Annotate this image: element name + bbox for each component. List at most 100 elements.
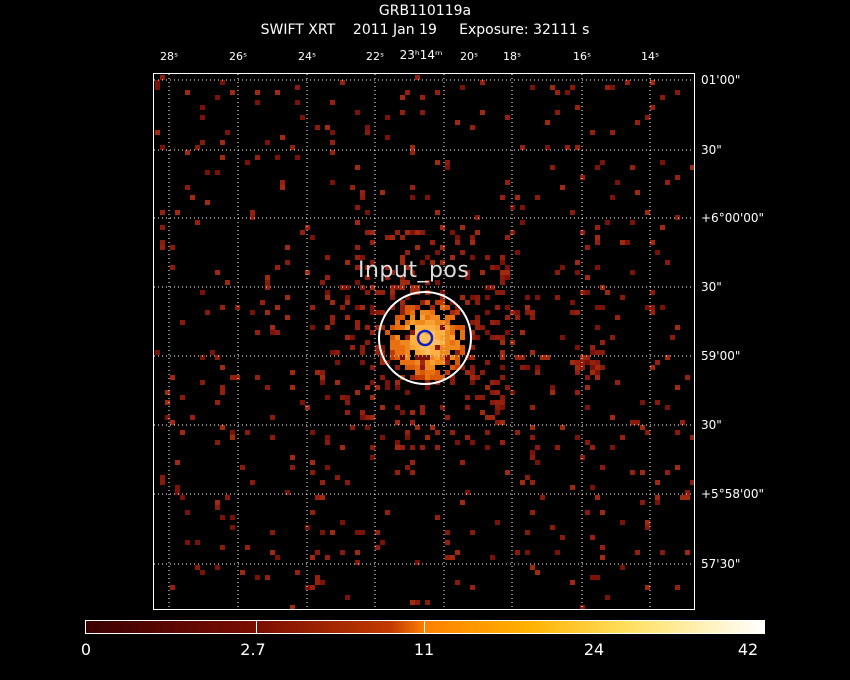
photon-pixel	[440, 325, 445, 330]
photon-pixel	[440, 320, 445, 325]
photon-pixel	[425, 370, 430, 375]
photon-pixel	[420, 365, 425, 370]
photon-pixel	[450, 380, 455, 385]
photon-pixel	[450, 340, 455, 345]
photon-pixel	[455, 550, 460, 555]
photon-pixel	[420, 355, 425, 360]
photon-pixel	[425, 360, 430, 365]
photon-pixel	[400, 345, 405, 350]
photon-pixel	[490, 555, 495, 560]
photon-pixel	[535, 445, 540, 450]
photon-pixel	[660, 305, 665, 310]
photon-pixel	[370, 380, 375, 385]
photon-pixel	[485, 285, 490, 290]
photon-pixel	[410, 320, 415, 325]
photon-pixel	[450, 375, 455, 380]
photon-pixel	[500, 275, 505, 280]
photon-pixel	[275, 330, 280, 335]
photon-pixel	[470, 440, 475, 445]
photon-pixel	[600, 545, 605, 550]
photon-pixel	[435, 280, 440, 285]
photon-pixel	[470, 240, 475, 245]
photon-pixel	[505, 330, 510, 335]
photon-pixel	[415, 325, 420, 330]
photon-pixel	[560, 535, 565, 540]
photon-pixel	[310, 305, 315, 310]
plot-frame	[153, 73, 695, 610]
photon-pixel	[395, 355, 400, 360]
photon-pixel	[630, 470, 635, 475]
photon-pixel	[410, 305, 415, 310]
photon-pixel	[435, 340, 440, 345]
photon-pixel	[200, 290, 205, 295]
photon-pixel	[335, 380, 340, 385]
photon-pixel	[310, 585, 315, 590]
photon-pixel	[340, 305, 345, 310]
photon-pixel	[590, 370, 595, 375]
photon-pixel	[475, 215, 480, 220]
photon-pixel	[555, 550, 560, 555]
photon-pixel	[510, 230, 515, 235]
photon-pixel	[550, 165, 555, 170]
photon-pixel	[360, 190, 365, 195]
photon-pixel	[425, 280, 430, 285]
photon-pixel	[645, 210, 650, 215]
photon-pixel	[605, 220, 610, 225]
photon-pixel	[595, 360, 600, 365]
ra-tick-24: 24ˢ	[297, 50, 317, 63]
photon-pixel	[265, 310, 270, 315]
photon-pixel	[570, 210, 575, 215]
photon-pixel	[230, 525, 235, 530]
photon-pixel	[405, 265, 410, 270]
photon-pixel	[575, 270, 580, 275]
photon-pixel	[400, 300, 405, 305]
photon-pixel	[485, 445, 490, 450]
photon-pixel	[630, 220, 635, 225]
photon-pixel	[400, 95, 405, 100]
photon-pixel	[570, 300, 575, 305]
ra-tick-22: 22ˢ	[365, 50, 385, 63]
photon-pixel	[300, 400, 305, 405]
photon-pixel	[505, 305, 510, 310]
photon-pixel	[530, 425, 535, 430]
photon-pixel	[485, 385, 490, 390]
photon-pixel	[475, 375, 480, 380]
photon-pixel	[160, 480, 165, 485]
photon-pixel	[200, 380, 205, 385]
photon-pixel	[455, 365, 460, 370]
photon-pixel	[675, 465, 680, 470]
photon-pixel	[285, 260, 290, 265]
photon-pixel	[485, 415, 490, 420]
photon-pixel	[410, 150, 415, 155]
photon-pixel	[325, 275, 330, 280]
photon-pixel	[345, 315, 350, 320]
photon-pixel	[660, 95, 665, 100]
photon-pixel	[330, 140, 335, 145]
colorbar-label-24: 24	[583, 640, 605, 659]
photon-pixel	[500, 350, 505, 355]
photon-pixel	[450, 555, 455, 560]
photon-pixel	[450, 310, 455, 315]
photon-pixel	[445, 335, 450, 340]
photon-pixel	[430, 310, 435, 315]
photon-pixel	[465, 270, 470, 275]
photon-pixel	[215, 505, 220, 510]
photon-pixel	[585, 510, 590, 515]
photon-pixel	[175, 460, 180, 465]
photon-pixel	[500, 290, 505, 295]
photon-pixel	[510, 310, 515, 315]
photon-pixel	[465, 370, 470, 375]
photon-pixel	[380, 435, 385, 440]
photon-pixel	[655, 360, 660, 365]
photon-pixel	[675, 585, 680, 590]
photon-pixel	[445, 530, 450, 535]
photon-pixel	[185, 510, 190, 515]
photon-pixel	[335, 350, 340, 355]
photon-pixel	[470, 530, 475, 535]
photon-pixel	[215, 355, 220, 360]
photon-pixel	[395, 285, 400, 290]
photon-pixel	[585, 360, 590, 365]
photon-pixel	[675, 215, 680, 220]
photon-pixel	[195, 565, 200, 570]
photon-pixel	[155, 85, 160, 90]
